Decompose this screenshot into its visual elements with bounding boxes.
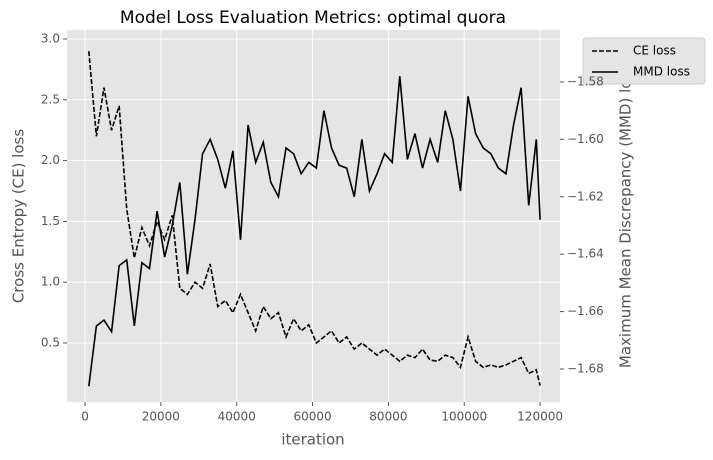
y2-tick-label: −1.66	[567, 304, 604, 318]
x-axis-label: iteration	[281, 431, 344, 449]
marks	[88, 51, 541, 387]
y-tick-label: 1.0	[41, 275, 60, 289]
y2-tick-label: −1.68	[567, 361, 604, 375]
y2-tick-label: −1.58	[567, 74, 604, 88]
x-tick-label: 100000	[441, 410, 487, 424]
y-tick-label: 3.0	[41, 31, 60, 45]
y2-tick-label: −1.64	[567, 247, 604, 261]
y-tick-label: 2.0	[41, 153, 60, 167]
legend-label: MMD loss	[633, 65, 690, 79]
legend: CE loss MMD loss	[582, 37, 706, 85]
x-tick-label: 60000	[293, 410, 331, 424]
grid	[67, 30, 560, 402]
x-tick-label: 40000	[218, 410, 256, 424]
series-line	[88, 51, 541, 386]
x-tick-label: 80000	[369, 410, 407, 424]
y2-axis-label: Maximum Mean Discrepancy (MMD) loss	[617, 64, 635, 368]
y-tick-label: 0.5	[41, 336, 60, 350]
chart-title: Model Loss Evaluation Metrics: optimal q…	[120, 8, 506, 28]
y-tick-label: 1.5	[41, 214, 60, 228]
y2-tick-label: −1.60	[567, 132, 604, 146]
y-tick-label: 2.5	[41, 92, 60, 106]
y-axis-label: Cross Entropy (CE) loss	[10, 129, 28, 304]
plot-area	[67, 30, 560, 402]
series-line	[88, 76, 541, 387]
legend-label: CE loss	[633, 44, 676, 58]
y2-tick-label: −1.62	[567, 189, 604, 203]
x-tick-label: 0	[81, 410, 89, 424]
x-tick-label: 20000	[142, 410, 180, 424]
x-tick-label: 120000	[517, 410, 563, 424]
